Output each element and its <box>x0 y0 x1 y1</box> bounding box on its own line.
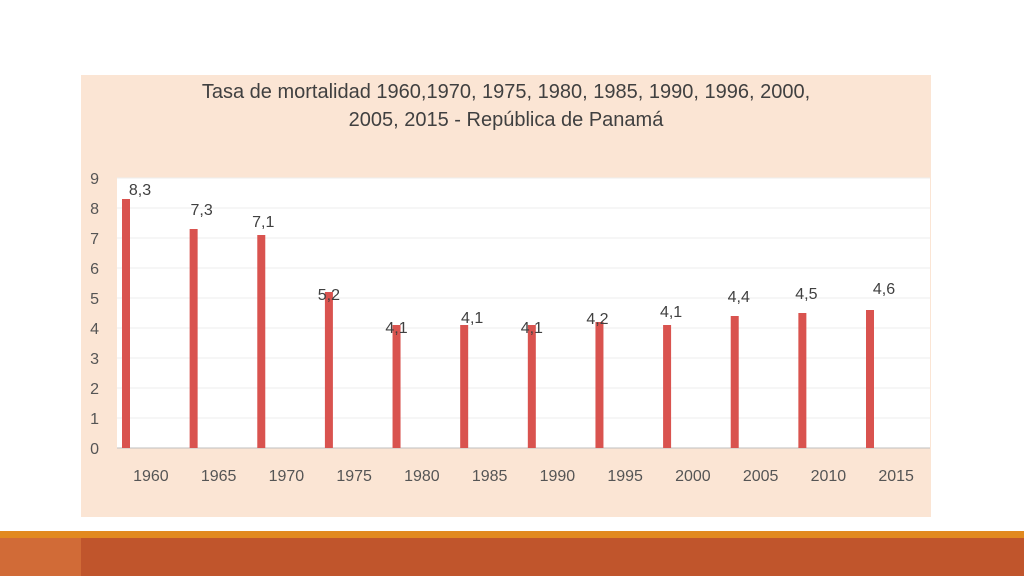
chart-title: Tasa de mortalidad 1960,1970, 1975, 1980… <box>81 78 931 134</box>
x-tick-label: 2015 <box>878 468 914 485</box>
chart-title-line-1: Tasa de mortalidad 1960,1970, 1975, 1980… <box>201 81 811 103</box>
bar <box>392 325 401 448</box>
data-label: 4,6 <box>873 281 895 298</box>
data-label: 4,5 <box>795 286 817 303</box>
bars <box>122 199 874 448</box>
x-tick-label: 1975 <box>336 468 372 485</box>
bar <box>527 325 536 448</box>
data-label: 7,3 <box>191 202 213 219</box>
bar <box>730 316 739 448</box>
bar <box>663 325 672 448</box>
y-tick-label: 8 <box>90 201 99 218</box>
data-label: 4,1 <box>461 310 483 327</box>
data-label: 4,1 <box>385 320 407 337</box>
bar <box>257 235 266 448</box>
x-tick-label: 1985 <box>472 468 508 485</box>
x-tick-label: 1965 <box>201 468 237 485</box>
gridlines <box>117 177 930 419</box>
x-tick-label: 1970 <box>269 468 305 485</box>
bar <box>189 229 198 448</box>
data-label: 5,2 <box>318 287 340 304</box>
bar <box>798 313 807 448</box>
bar <box>122 199 130 448</box>
data-labels: 8,3 7,3 7,1 5,2 4,1 4,1 4,1 4,2 4,1 4,4 4,5 4,6 <box>129 182 895 337</box>
x-tick-label: 1990 <box>540 468 576 485</box>
y-tick-label: 2 <box>90 381 99 398</box>
y-tick-label: 6 <box>90 261 99 278</box>
chart-title-line-2: 2005, 2015 - República de Panamá <box>348 109 664 131</box>
y-tick-label: 4 <box>90 321 99 338</box>
bar <box>595 322 604 448</box>
x-tick-label: 2000 <box>675 468 711 485</box>
y-tick-label: 9 <box>90 171 99 188</box>
y-tick-label: 5 <box>90 291 99 308</box>
data-label: 8,3 <box>129 182 151 199</box>
data-label: 4,2 <box>586 311 608 328</box>
x-tick-label: 1960 <box>133 468 169 485</box>
footer-left-block <box>0 538 81 576</box>
bar <box>324 292 333 448</box>
plot-area <box>117 178 930 448</box>
y-tick-label: 3 <box>90 351 99 368</box>
footer-bar <box>81 538 1024 576</box>
data-label: 7,1 <box>252 214 274 231</box>
axes: 0 1 2 3 4 5 6 7 8 9 1960 1965 1970 1975 1980 1985 1990 19… <box>90 171 930 485</box>
bar <box>460 325 469 448</box>
x-tick-label: 2010 <box>811 468 847 485</box>
y-tick-label: 7 <box>90 231 99 248</box>
y-tick-label: 1 <box>90 411 99 428</box>
data-label: 4,1 <box>521 320 543 337</box>
x-tick-label: 1995 <box>607 468 643 485</box>
x-tick-label: 2005 <box>743 468 779 485</box>
bar <box>866 310 874 448</box>
y-tick-label: 0 <box>90 441 99 458</box>
x-tick-label: 1980 <box>404 468 440 485</box>
data-label: 4,4 <box>728 289 750 306</box>
footer-accent-stripe <box>0 531 1024 538</box>
data-label: 4,1 <box>660 304 682 321</box>
